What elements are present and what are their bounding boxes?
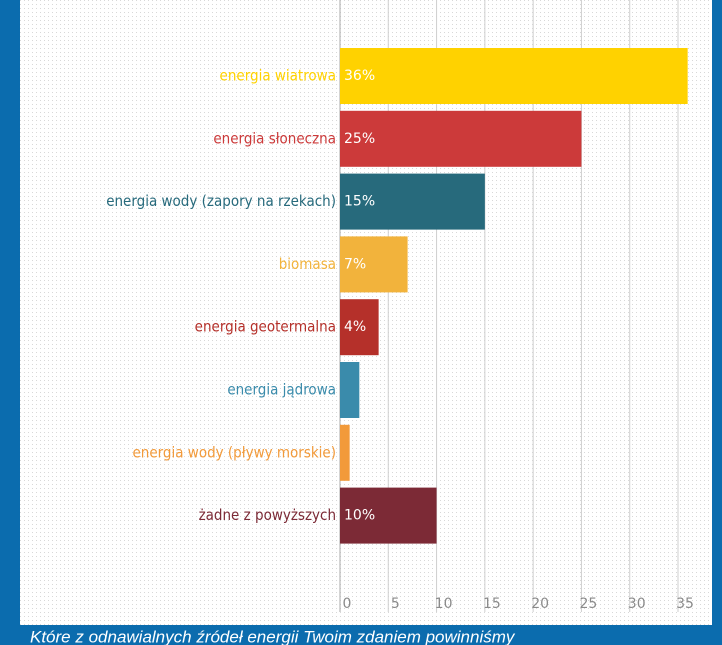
x-tick-label: 25 (580, 596, 598, 612)
category-label: energia wody (zapory na rzekach) (106, 192, 336, 210)
x-tick-label: 10 (435, 596, 453, 612)
value-label: 7% (344, 256, 366, 272)
value-label: 4% (344, 319, 366, 335)
bar (340, 362, 360, 418)
bar (340, 48, 688, 104)
bar (340, 236, 408, 293)
x-tick-label: 35 (676, 596, 694, 612)
value-label: 25% (344, 131, 375, 147)
bar (340, 110, 582, 167)
category-label: energia geotermalna (195, 318, 336, 336)
value-label: 15% (344, 194, 375, 210)
caption: Które z odnawialnych źródeł energii Twoi… (30, 627, 516, 645)
category-label: energia wiatrowa (220, 67, 336, 85)
bar (340, 299, 379, 356)
x-tick-label: 5 (391, 596, 400, 612)
bar (340, 424, 350, 481)
x-tick-label: 20 (531, 596, 549, 612)
x-tick-label: 15 (483, 596, 501, 612)
bar (340, 173, 485, 230)
category-label: biomasa (279, 255, 336, 273)
category-label: żadne z powyższych (199, 506, 336, 524)
category-label: energia wody (pływy morskie) (132, 443, 336, 461)
category-label: energia słoneczna (213, 129, 336, 147)
value-label: 36% (344, 68, 375, 84)
category-label: energia jądrowa (227, 381, 336, 399)
bar (340, 487, 437, 544)
x-tick-label: 0 (343, 596, 352, 612)
value-label: 10% (344, 508, 375, 524)
x-tick-label: 30 (628, 596, 646, 612)
